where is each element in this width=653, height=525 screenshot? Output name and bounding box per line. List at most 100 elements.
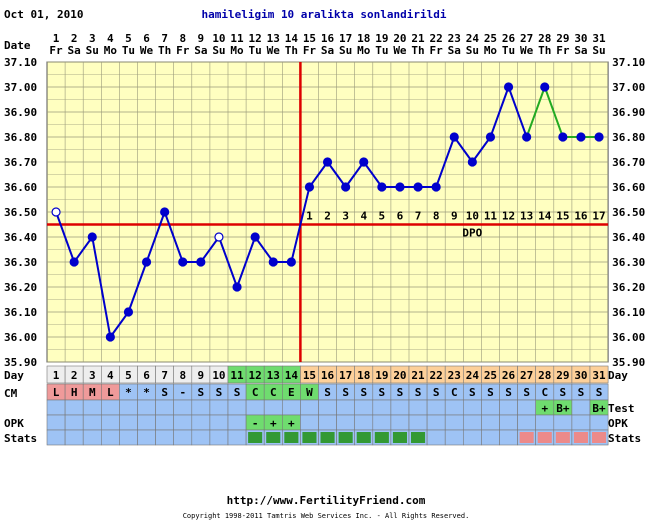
chart-dynamic-layer: 1Fr2Sa3Su4Mo5Tu6We7Th8Fr9Sa10Su11Mo12Tu1… <box>4 32 645 446</box>
dpo-number: 2 <box>324 210 331 223</box>
test-cell <box>245 399 265 416</box>
test-cell <box>155 399 175 416</box>
cm-value: C <box>252 386 259 399</box>
opk-cell <box>571 414 591 431</box>
temperature-point <box>413 182 423 192</box>
opk-cell <box>173 414 193 431</box>
cm-value: * <box>125 386 132 399</box>
temperature-point <box>105 332 115 342</box>
date-label: 21 <box>411 32 425 45</box>
opk-cell <box>101 414 120 431</box>
dpo-number: 5 <box>379 210 386 223</box>
temperature-point <box>558 132 568 142</box>
date-label: 31 <box>592 32 606 45</box>
cm-value: L <box>107 386 114 399</box>
test-cell <box>481 399 500 416</box>
weekday-label: Th <box>158 44 171 57</box>
temperature-point <box>359 157 369 167</box>
cycle-day-label: 12 <box>249 369 262 382</box>
cycle-day-label: 4 <box>107 369 114 382</box>
stats-cell <box>119 429 138 446</box>
temperature-point <box>431 182 441 192</box>
test-cell <box>517 399 536 416</box>
cm-value: S <box>433 386 440 399</box>
test-cell <box>336 399 356 416</box>
test-cell <box>499 399 518 416</box>
chart-title: hamileligim 10 aralikta sonlandirildi <box>201 8 446 21</box>
stats-marker <box>356 432 371 443</box>
dpo-number: 4 <box>360 210 367 223</box>
date-label: 15 <box>303 32 316 45</box>
cycle-day-label: 7 <box>161 369 168 382</box>
cm-value: S <box>379 386 386 399</box>
date-label: 18 <box>357 32 370 45</box>
opk-cell <box>372 414 392 431</box>
weekday-label: Fr <box>176 44 190 57</box>
stats-row-label-left: Stats <box>4 432 37 445</box>
cm-value: H <box>71 386 78 399</box>
test-cell <box>101 399 120 416</box>
stats-marker <box>411 432 426 443</box>
y-tick-label-left: 36.60 <box>4 181 37 194</box>
footer-url[interactable]: http://www.FertilityFriend.com <box>227 494 426 507</box>
cycle-day-label: 10 <box>212 369 225 382</box>
y-tick-label-right: 36.60 <box>612 181 645 194</box>
cm-value: M <box>89 386 96 399</box>
weekday-label: Mo <box>104 44 118 57</box>
opk-cell <box>354 414 374 431</box>
test-cell <box>462 399 482 416</box>
stats-cell <box>227 429 247 446</box>
test-cell <box>137 399 156 416</box>
dpo-number: 3 <box>342 210 349 223</box>
y-tick-label-right: 35.90 <box>612 356 645 369</box>
day-row-label-right: Day <box>608 369 628 382</box>
cycle-day-label: 27 <box>520 369 533 382</box>
test-cell <box>354 399 374 416</box>
test-cell <box>64 399 84 416</box>
date-label: 28 <box>538 32 551 45</box>
date-label: 30 <box>574 32 587 45</box>
opk-cell <box>137 414 156 431</box>
test-value: B+ <box>556 402 570 415</box>
opk-cell <box>517 414 536 431</box>
temperature-point <box>540 82 550 92</box>
cm-value: S <box>216 386 223 399</box>
test-cell <box>173 399 193 416</box>
cycle-day-label: 11 <box>230 369 244 382</box>
cycle-day-label: 1 <box>53 369 60 382</box>
stats-marker <box>573 432 588 443</box>
date-label: 6 <box>143 32 150 45</box>
opk-cell <box>300 414 319 431</box>
stats-cell <box>101 429 120 446</box>
date-label: 10 <box>212 32 225 45</box>
opk-cell <box>209 414 229 431</box>
cycle-day-cell <box>589 365 609 384</box>
cm-value: S <box>342 386 349 399</box>
cycle-day-label: 22 <box>430 369 443 382</box>
date-label: 2 <box>71 32 78 45</box>
weekday-label: Fr <box>556 44 570 57</box>
cycle-day-label: 30 <box>574 369 587 382</box>
test-value: B+ <box>592 402 606 415</box>
temperature-point <box>522 132 532 142</box>
stats-cell <box>64 429 84 446</box>
weekday-label: Su <box>86 44 99 57</box>
temperature-point <box>576 132 586 142</box>
cycle-day-label: 25 <box>484 369 497 382</box>
y-tick-label-right: 36.00 <box>612 331 645 344</box>
stats-cell <box>82 429 102 446</box>
stats-cell <box>481 429 500 446</box>
cycle-day-label: 16 <box>321 369 335 382</box>
cycle-day-label: 21 <box>411 369 425 382</box>
cycle-day-label: 9 <box>198 369 205 382</box>
opk-cell <box>318 414 337 431</box>
stats-marker <box>266 432 281 443</box>
cm-value: S <box>596 386 603 399</box>
stats-cell <box>173 429 193 446</box>
temperature-point <box>250 232 260 242</box>
weekday-label: We <box>267 44 281 57</box>
y-tick-label-right: 36.50 <box>612 206 645 219</box>
stats-cell <box>46 429 66 446</box>
date-label: 19 <box>375 32 388 45</box>
y-tick-label-left: 36.70 <box>4 156 37 169</box>
